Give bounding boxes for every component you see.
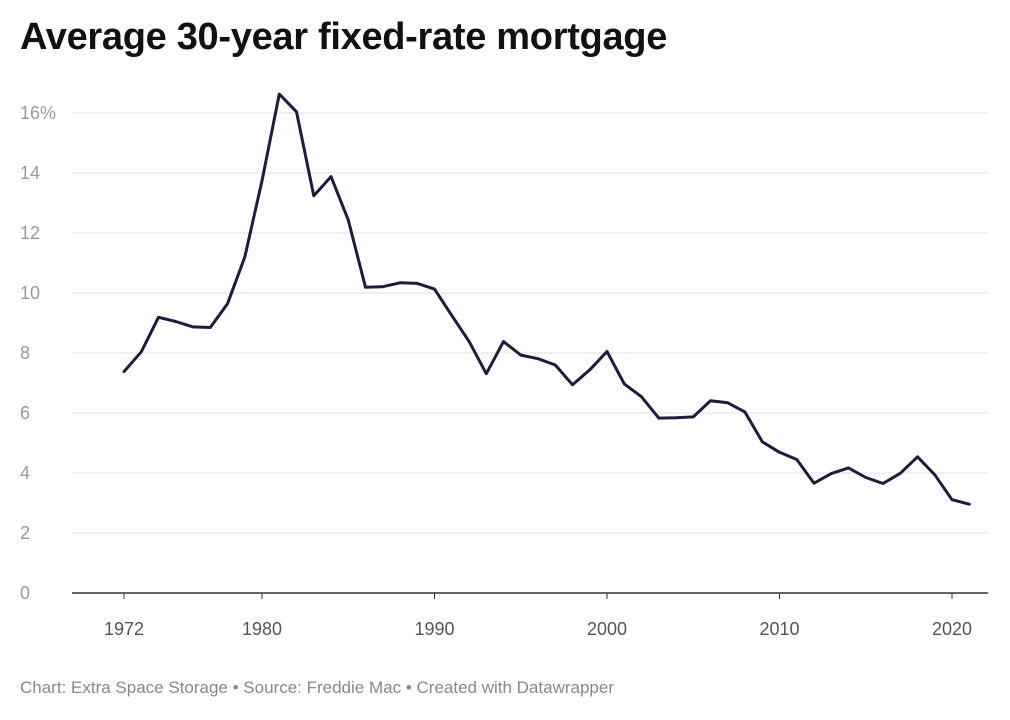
series-line xyxy=(122,92,971,506)
grid-lines xyxy=(72,112,988,594)
y-tick-label: 12 xyxy=(20,223,40,243)
x-tick-label: 2000 xyxy=(587,619,627,639)
x-tick-label: 1972 xyxy=(104,619,144,639)
y-tick-label: 10 xyxy=(20,283,40,303)
x-tick-label: 1990 xyxy=(414,619,454,639)
y-tick-label: 14 xyxy=(20,163,40,183)
y-tick-label: 8 xyxy=(20,343,30,363)
y-tick-label: 16% xyxy=(20,103,56,123)
y-tick-label: 0 xyxy=(20,583,30,603)
x-tick-label: 2020 xyxy=(932,619,972,639)
footer-credit: Chart: Extra Space Storage xyxy=(20,678,228,697)
y-axis-tick-labels: 0 2 4 6 8 10 12 14 16% xyxy=(20,103,56,603)
mortgage-rate-line xyxy=(122,92,971,506)
footer-separator-2: • xyxy=(401,678,417,697)
chart-footer: Chart: Extra Space Storage • Source: Fre… xyxy=(20,678,614,698)
x-tick-label: 1980 xyxy=(242,619,282,639)
y-tick-label: 6 xyxy=(20,403,30,423)
x-axis-tick-labels: 1972 1980 1990 2000 2010 2020 xyxy=(104,593,972,639)
footer-separator-1: • xyxy=(227,678,244,697)
footer-source: Source: Freddie Mac xyxy=(243,678,402,697)
chart-title: Average 30-year fixed-rate mortgage xyxy=(20,16,668,58)
footer-tool: Created with Datawrapper xyxy=(416,678,614,697)
x-tick-label: 2010 xyxy=(759,619,799,639)
y-tick-label: 2 xyxy=(20,523,30,543)
y-tick-label: 4 xyxy=(20,463,30,483)
